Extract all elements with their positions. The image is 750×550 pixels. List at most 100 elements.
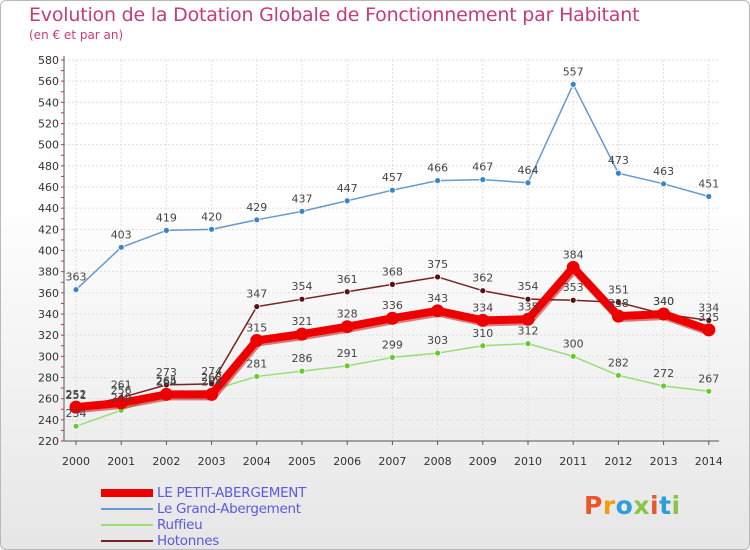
data-label-petit-abergement: 252 (66, 388, 87, 401)
x-axis: 2000 2001 2002 2003 2004 2005 2006 2007 2008 2009… (62, 440, 723, 468)
data-label-hotonnes: 273 (156, 366, 177, 379)
data-label-petit-abergement: 328 (337, 308, 358, 321)
series-layer (69, 80, 716, 430)
data-label-petit-abergement: 340 (653, 295, 674, 308)
data-label-hotonnes: 354 (292, 280, 313, 293)
legend-swatch (101, 489, 153, 497)
data-point-grand-abergement (524, 179, 532, 187)
data-point-grand-abergement (208, 225, 216, 233)
data-point-grand-abergement (569, 80, 577, 88)
data-label-grand-abergement: 429 (246, 201, 267, 214)
data-label-grand-abergement: 457 (382, 171, 403, 184)
legend: LE PETIT-ABERGEMENT Le Grand-Abergement … (101, 485, 306, 549)
data-label-hotonnes: 347 (246, 288, 267, 301)
data-label-hotonnes: 261 (111, 379, 132, 392)
legend-item-petit-abergement[interactable]: LE PETIT-ABERGEMENT (101, 485, 306, 501)
y-tick-label: 500 (38, 139, 59, 152)
logo-letter: t (659, 491, 672, 520)
x-tick-label: 2004 (243, 455, 271, 468)
data-label-ruffieu: 281 (246, 357, 267, 370)
legend-swatch (101, 508, 153, 510)
logo-letter: i (650, 491, 660, 520)
data-label-ruffieu: 249 (111, 391, 132, 404)
data-label-grand-abergement: 419 (156, 211, 177, 224)
y-tick-label: 240 (38, 414, 59, 427)
data-label-ruffieu: 272 (653, 367, 674, 380)
data-label-grand-abergement: 466 (427, 162, 448, 175)
data-label-grand-abergement: 464 (518, 164, 539, 177)
data-label-petit-abergement: 338 (608, 297, 629, 310)
x-tick-label: 2007 (378, 455, 406, 468)
y-tick-label: 320 (38, 329, 59, 342)
x-tick-label: 2010 (514, 455, 542, 468)
data-label-grand-abergement: 403 (111, 228, 132, 241)
x-tick-label: 2000 (62, 455, 90, 468)
y-tick-label: 360 (38, 287, 59, 300)
data-label-petit-abergement: 264 (156, 375, 177, 388)
y-tick-label: 540 (38, 96, 59, 109)
y-tick-label: 300 (38, 350, 59, 363)
data-label-petit-abergement: 315 (246, 321, 267, 334)
data-point-ruffieu (479, 342, 487, 350)
data-point-hotonnes (343, 288, 351, 296)
data-label-hotonnes: 375 (427, 258, 448, 271)
data-point-petit-abergement (385, 311, 399, 325)
data-label-grand-abergement: 463 (653, 165, 674, 178)
data-label-ruffieu: 299 (382, 338, 403, 351)
data-point-grand-abergement (434, 177, 442, 185)
logo-letter: x (633, 491, 650, 520)
data-label-ruffieu: 265 (156, 374, 177, 387)
data-point-petit-abergement (340, 320, 354, 334)
x-tick-label: 2014 (695, 455, 723, 468)
legend-label: Hotonnes (157, 533, 220, 549)
legend-label: Le Grand-Abergement (157, 501, 301, 517)
data-label-petit-abergement: 335 (518, 300, 539, 313)
data-point-petit-abergement (205, 387, 219, 401)
data-label-petit-abergement: 321 (292, 315, 313, 328)
data-point-petit-abergement (250, 333, 264, 347)
legend-item-ruffieu[interactable]: Ruffieu (101, 517, 306, 533)
data-point-grand-abergement (343, 197, 351, 205)
x-tick-label: 2002 (152, 455, 180, 468)
x-tick-label: 2008 (424, 455, 452, 468)
data-label-ruffieu: 268 (201, 371, 222, 384)
data-label-ruffieu: 312 (518, 325, 539, 338)
data-point-petit-abergement (69, 400, 83, 414)
y-tick-label: 440 (38, 202, 59, 215)
y-tick-label: 580 (38, 54, 59, 67)
data-point-hotonnes (569, 296, 577, 304)
data-point-ruffieu (253, 373, 261, 380)
y-tick-label: 380 (38, 266, 59, 279)
x-tick-label: 2001 (107, 455, 135, 468)
x-tick-label: 2012 (604, 455, 632, 468)
legend-swatch (101, 540, 153, 542)
legend-item-grand-abergement[interactable]: Le Grand-Abergement (101, 501, 306, 517)
y-tick-label: 460 (38, 181, 59, 194)
legend-item-hotonnes[interactable]: Hotonnes (101, 533, 306, 549)
data-label-ruffieu: 282 (608, 356, 629, 369)
data-point-ruffieu (388, 353, 396, 361)
x-tick-label: 2011 (559, 455, 587, 468)
data-label-grand-abergement: 467 (472, 161, 493, 174)
data-label-grand-abergement: 437 (292, 192, 313, 205)
logo-letter: P (584, 491, 603, 520)
data-point-petit-abergement (566, 260, 580, 274)
data-labels: 234 249 265 268 281 286 291 299 303 310 312 300 282 2… (66, 65, 720, 420)
data-point-petit-abergement (657, 307, 671, 321)
data-point-petit-abergement (611, 309, 625, 323)
data-point-grand-abergement (615, 169, 622, 177)
data-label-ruffieu: 303 (427, 334, 448, 347)
data-label-petit-abergement: 325 (698, 311, 719, 324)
data-label-petit-abergement: 336 (382, 299, 403, 312)
data-point-hotonnes (434, 273, 442, 281)
data-point-petit-abergement (521, 312, 535, 326)
x-tick-label: 2013 (650, 455, 678, 468)
y-tick-label: 340 (38, 308, 59, 321)
data-label-grand-abergement: 420 (201, 210, 222, 223)
y-tick-label: 280 (38, 372, 59, 385)
data-label-grand-abergement: 447 (337, 182, 358, 195)
data-label-petit-abergement: 264 (201, 375, 222, 388)
x-tick-label: 2006 (333, 455, 361, 468)
